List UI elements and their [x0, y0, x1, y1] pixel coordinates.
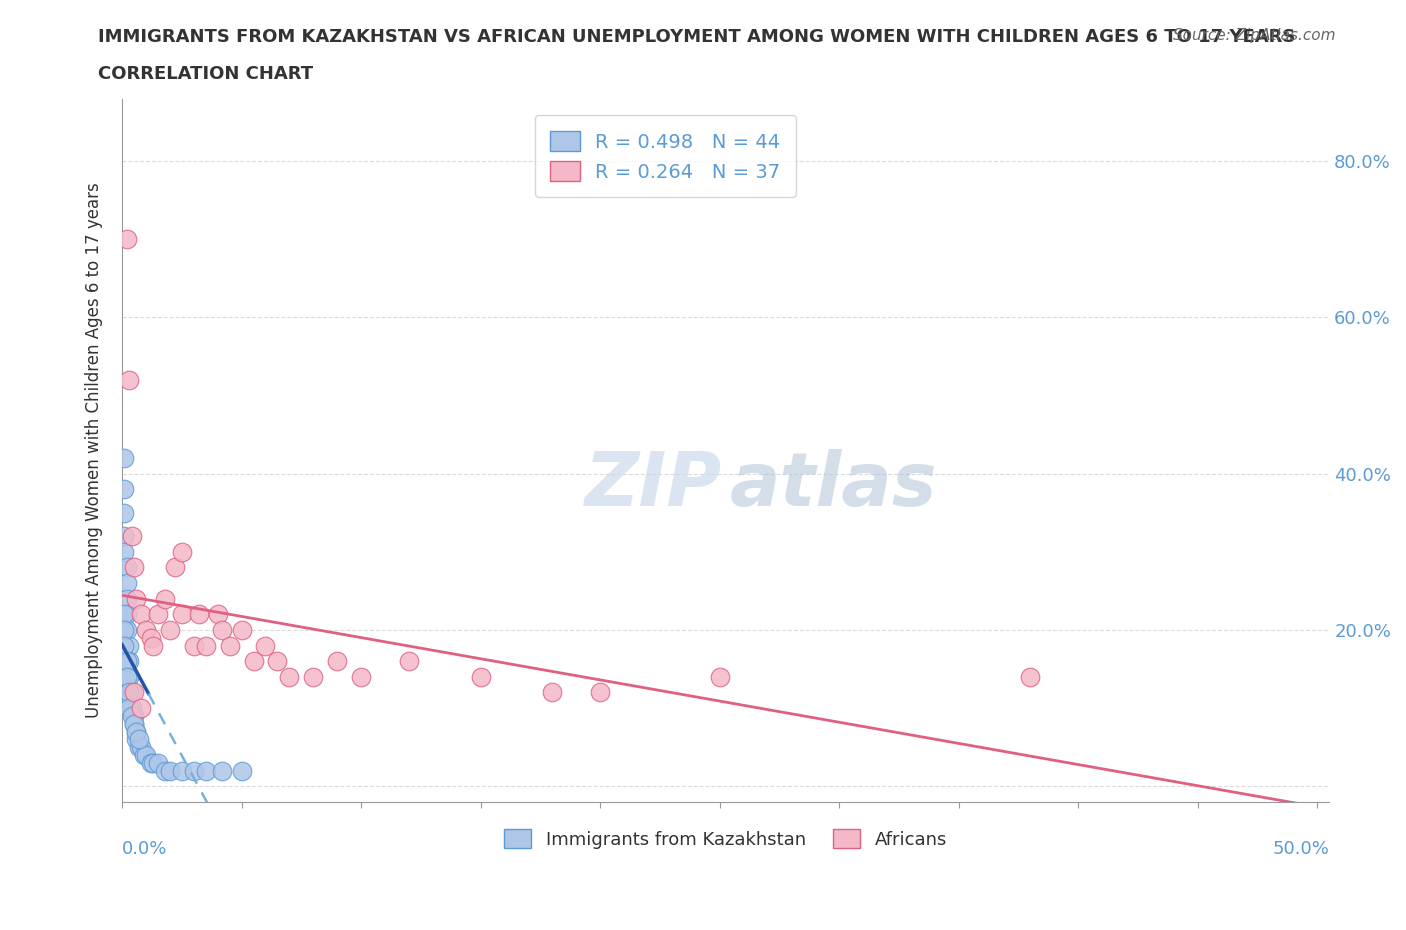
- Point: [128, 739, 150, 754]
- Point: [132, 748, 155, 763]
- Point: [183, 638, 205, 653]
- Point: [129, 739, 152, 754]
- Point: [125, 591, 148, 606]
- Point: [118, 670, 141, 684]
- Point: [115, 232, 138, 246]
- Point: [218, 638, 240, 653]
- Point: [125, 724, 148, 739]
- Point: [231, 622, 253, 637]
- Point: [121, 700, 143, 715]
- Point: [118, 685, 141, 700]
- Point: [115, 654, 138, 669]
- Point: [118, 700, 141, 715]
- Y-axis label: Unemployment Among Women with Children Ages 6 to 17 years: Unemployment Among Women with Children A…: [86, 182, 103, 718]
- Point: [128, 732, 150, 747]
- Point: [541, 685, 564, 700]
- Point: [121, 685, 143, 700]
- Point: [114, 638, 136, 653]
- Text: atlas: atlas: [730, 449, 936, 522]
- Point: [114, 622, 136, 637]
- Point: [211, 764, 233, 778]
- Point: [122, 716, 145, 731]
- Point: [118, 373, 141, 388]
- Point: [115, 670, 138, 684]
- Point: [146, 755, 169, 770]
- Point: [135, 748, 157, 763]
- Point: [118, 654, 141, 669]
- Point: [118, 638, 141, 653]
- Point: [170, 607, 193, 622]
- Point: [153, 764, 176, 778]
- Text: 0.0%: 0.0%: [122, 841, 167, 858]
- Point: [121, 709, 143, 724]
- Point: [187, 607, 209, 622]
- Text: Source: ZipAtlas.com: Source: ZipAtlas.com: [1173, 28, 1336, 43]
- Point: [278, 670, 301, 684]
- Point: [114, 544, 136, 559]
- Point: [115, 560, 138, 575]
- Text: CORRELATION CHART: CORRELATION CHART: [98, 65, 314, 83]
- Point: [146, 607, 169, 622]
- Legend: Immigrants from Kazakhstan, Africans: Immigrants from Kazakhstan, Africans: [498, 822, 955, 857]
- Point: [125, 724, 148, 739]
- Point: [589, 685, 612, 700]
- Point: [114, 505, 136, 520]
- Text: IMMIGRANTS FROM KAZAKHSTAN VS AFRICAN UNEMPLOYMENT AMONG WOMEN WITH CHILDREN AGE: IMMIGRANTS FROM KAZAKHSTAN VS AFRICAN UN…: [98, 28, 1296, 46]
- Text: 50.0%: 50.0%: [1272, 841, 1329, 858]
- Point: [139, 631, 162, 645]
- Point: [266, 654, 288, 669]
- Point: [122, 685, 145, 700]
- Point: [153, 591, 176, 606]
- Point: [115, 576, 138, 591]
- Point: [194, 638, 217, 653]
- Point: [163, 560, 186, 575]
- Point: [115, 607, 138, 622]
- Point: [122, 716, 145, 731]
- Point: [139, 755, 162, 770]
- Point: [129, 607, 152, 622]
- Point: [121, 529, 143, 544]
- Point: [129, 700, 152, 715]
- Point: [159, 764, 181, 778]
- Point: [254, 638, 277, 653]
- Point: [1019, 670, 1042, 684]
- Point: [115, 622, 138, 637]
- Point: [242, 654, 264, 669]
- Point: [114, 607, 136, 622]
- Point: [114, 529, 136, 544]
- Point: [207, 607, 229, 622]
- Point: [302, 670, 325, 684]
- Point: [142, 755, 165, 770]
- Point: [114, 482, 136, 497]
- Point: [170, 544, 193, 559]
- Point: [115, 591, 138, 606]
- Point: [122, 560, 145, 575]
- Point: [135, 622, 157, 637]
- Point: [231, 764, 253, 778]
- Point: [709, 670, 731, 684]
- Point: [125, 732, 148, 747]
- Text: ZIP: ZIP: [585, 449, 723, 522]
- Point: [194, 764, 217, 778]
- Point: [211, 622, 233, 637]
- Point: [326, 654, 349, 669]
- Point: [142, 638, 165, 653]
- Point: [159, 622, 181, 637]
- Point: [470, 670, 492, 684]
- Point: [122, 709, 145, 724]
- Point: [398, 654, 420, 669]
- Point: [183, 764, 205, 778]
- Point: [350, 670, 373, 684]
- Point: [114, 451, 136, 466]
- Point: [170, 764, 193, 778]
